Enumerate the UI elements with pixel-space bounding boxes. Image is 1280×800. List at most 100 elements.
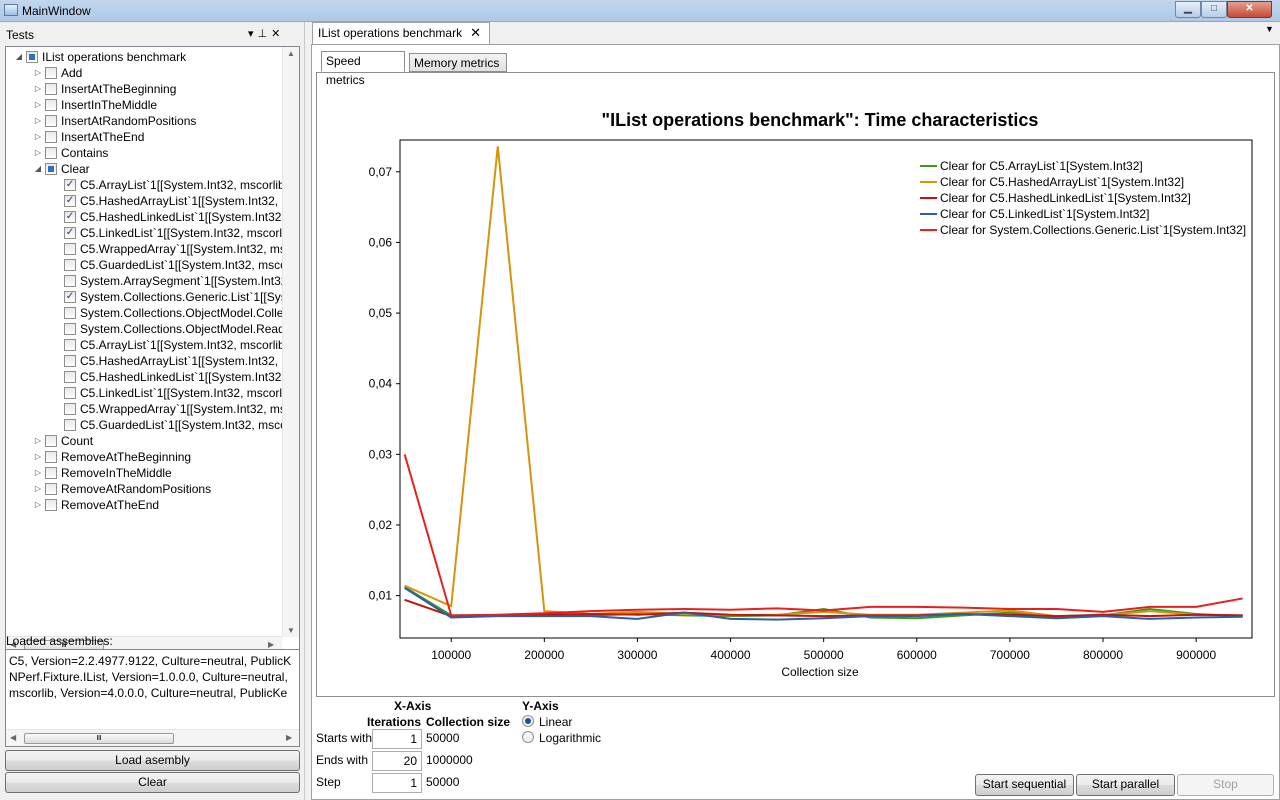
start-sequential-button[interactable]: Start sequential [975, 774, 1074, 796]
linear-radio[interactable] [522, 715, 534, 727]
legend-label: Clear for C5.ArrayList`1[System.Int32] [940, 159, 1143, 173]
checkbox[interactable] [64, 371, 76, 383]
collapsed-arrow-icon[interactable]: ▷ [34, 484, 42, 493]
checkbox[interactable] [45, 483, 57, 495]
y-tick-label: 0,04 [369, 377, 393, 391]
ends-with-input[interactable]: 20 [372, 751, 422, 771]
checkbox[interactable] [45, 499, 57, 511]
checkbox[interactable] [64, 323, 76, 335]
close-panel-icon[interactable]: ✕ [271, 28, 285, 40]
y-tick-label: 0,07 [369, 165, 393, 179]
checkbox[interactable] [45, 115, 57, 127]
minimize-button[interactable]: ▁ [1175, 1, 1201, 18]
legend-label: Clear for System.Collections.Generic.Lis… [940, 223, 1246, 237]
tree-horizontal-scrollbar[interactable]: ◀ Ⅲ ▶ [6, 636, 282, 653]
tree-item-label: C5.GuardedList`1[[System.Int32, mscor [80, 418, 291, 432]
checkbox[interactable] [64, 275, 76, 287]
scroll-left-icon[interactable]: ◀ [10, 640, 17, 649]
checkbox[interactable] [64, 387, 76, 399]
collapsed-arrow-icon[interactable]: ▷ [34, 84, 42, 93]
checkbox[interactable] [45, 99, 57, 111]
scroll-right-icon[interactable]: ▶ [286, 733, 293, 742]
maximize-button[interactable]: □ [1201, 1, 1227, 18]
tree-item-label: InsertInTheMiddle [61, 98, 158, 112]
assembly-item[interactable]: C5, Version=2.2.4977.9122, Culture=neutr… [9, 654, 292, 668]
expanded-arrow-icon[interactable]: ◢ [15, 52, 23, 61]
checkbox[interactable] [26, 51, 38, 63]
assemblies-list[interactable]: C5, Version=2.2.4977.9122, Culture=neutr… [5, 649, 300, 747]
close-tab-icon[interactable]: ✕ [470, 25, 481, 40]
checkbox[interactable] [45, 67, 57, 79]
start-parallel-button[interactable]: Start parallel [1076, 774, 1175, 796]
tree-item-label: Clear [61, 162, 90, 176]
assembly-item[interactable]: NPerf.Fixture.IList, Version=1.0.0.0, Cu… [9, 670, 288, 684]
tree-vertical-scrollbar[interactable]: ▲ ▼ [282, 47, 299, 637]
tree-item-label: C5.ArrayList`1[[System.Int32, mscorlib, [80, 338, 289, 352]
tab-ilist-operations-benchmark[interactable]: IList operations benchmark ✕ [312, 22, 490, 44]
checkbox[interactable]: ✓ [64, 291, 76, 303]
scroll-right-icon[interactable]: ▶ [268, 640, 275, 649]
tests-tree[interactable]: ◢ IList operations benchmark ▷ Add ▷ InsertAt… [5, 46, 300, 654]
checkbox[interactable]: ✓ [64, 227, 76, 239]
starts-with-input[interactable]: 1 [372, 729, 422, 749]
checkbox[interactable] [64, 419, 76, 431]
step-label: Step [316, 775, 341, 789]
document-tab-label: IList operations benchmark [318, 26, 463, 40]
checkbox[interactable] [64, 355, 76, 367]
tree-item-label: InsertAtTheEnd [61, 130, 145, 144]
tab-speed-metrics[interactable]: Speed metrics [321, 51, 405, 87]
checkbox[interactable] [45, 451, 57, 463]
assemblies-horizontal-scrollbar[interactable]: ◀ Ⅲ ▶ [6, 729, 299, 746]
x-axis: 100000 200000 300000 400000 500000 600000 7000… [431, 638, 1216, 662]
collapsed-arrow-icon[interactable]: ▷ [34, 500, 42, 509]
checkbox[interactable] [45, 83, 57, 95]
logarithmic-radio[interactable] [522, 731, 534, 743]
checkbox[interactable] [64, 259, 76, 271]
collapsed-arrow-icon[interactable]: ▷ [34, 100, 42, 109]
legend-label: Clear for C5.HashedArrayList`1[System.In… [940, 175, 1184, 189]
checkbox[interactable]: ✓ [64, 195, 76, 207]
checkbox[interactable] [45, 131, 57, 143]
collapsed-arrow-icon[interactable]: ▷ [34, 132, 42, 141]
y-axis: 0,01 0,02 0,03 0,04 0,05 0,06 0,07 [369, 165, 400, 603]
x-tick-label: 200000 [524, 648, 564, 662]
tree-item-label: System.Collections.Generic.List`1[[Syst [80, 290, 291, 304]
checkbox[interactable]: ✓ [64, 179, 76, 191]
collapsed-arrow-icon[interactable]: ▷ [34, 116, 42, 125]
collapsed-arrow-icon[interactable]: ▷ [34, 148, 42, 157]
step-input[interactable]: 1 [372, 773, 422, 793]
scroll-left-icon[interactable]: ◀ [10, 733, 17, 742]
checkbox[interactable] [45, 467, 57, 479]
scroll-down-icon[interactable]: ▼ [287, 626, 295, 635]
checkbox[interactable] [64, 403, 76, 415]
dropdown-icon[interactable]: ▾ [248, 28, 258, 40]
scroll-up-icon[interactable]: ▲ [287, 49, 295, 58]
tab-memory-metrics[interactable]: Memory metrics [409, 53, 507, 72]
checkbox[interactable] [64, 339, 76, 351]
collapsed-arrow-icon[interactable]: ▷ [34, 436, 42, 445]
clear-button[interactable]: Clear [5, 772, 300, 793]
collapsed-arrow-icon[interactable]: ▷ [34, 452, 42, 461]
collapsed-arrow-icon[interactable]: ▷ [34, 468, 42, 477]
y-tick-label: 0,05 [369, 306, 393, 320]
document-menu-icon[interactable]: ▼ [1265, 24, 1274, 34]
checkbox[interactable] [64, 307, 76, 319]
ends-with-label: Ends with [316, 753, 369, 767]
checkbox[interactable]: ✓ [64, 211, 76, 223]
pin-icon[interactable]: ⊥ [257, 28, 272, 40]
x-axis-header: X-Axis [394, 699, 432, 713]
series-line [404, 598, 1243, 618]
scroll-thumb[interactable]: Ⅲ [24, 733, 174, 744]
close-button[interactable]: ✕ [1227, 1, 1272, 18]
checkbox[interactable] [45, 435, 57, 447]
collapsed-arrow-icon[interactable]: ▷ [34, 68, 42, 77]
load-assembly-button[interactable]: Load asembly [5, 750, 300, 771]
checkbox[interactable] [45, 163, 57, 175]
time-chart: "IList operations benchmark": Time chara… [369, 110, 1253, 679]
checkbox[interactable] [45, 147, 57, 159]
y-tick-label: 0,06 [369, 235, 393, 249]
expanded-arrow-icon[interactable]: ◢ [34, 164, 42, 173]
stop-button[interactable]: Stop [1177, 774, 1274, 796]
checkbox[interactable] [64, 243, 76, 255]
assembly-item[interactable]: mscorlib, Version=4.0.0.0, Culture=neutr… [9, 686, 288, 700]
